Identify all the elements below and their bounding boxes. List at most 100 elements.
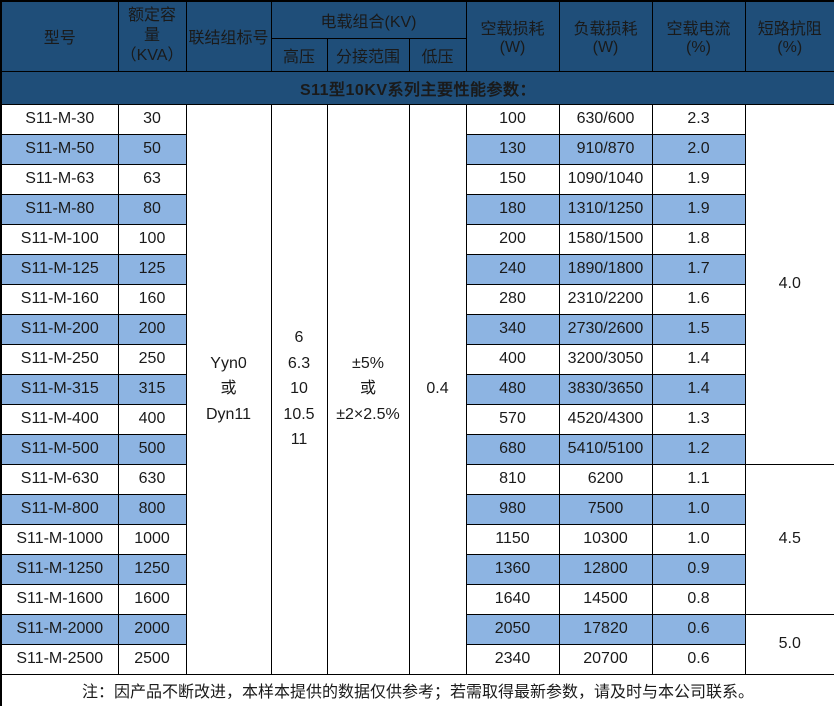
header-capacity-line2: （KVA） [120,47,184,65]
no-load-current-cell: 1.4 [651,373,746,405]
header-lv: 低压 [408,37,467,72]
capacity-cell: 200 [117,313,187,345]
table-row: S11-M-100 100 200 1580/1500 1.8 [0,223,834,255]
load-loss-cell: 4520/4300 [558,403,653,435]
no-load-loss-cell: 1360 [465,553,560,585]
no-load-loss-cell: 1640 [465,583,560,615]
model-cell: S11-M-160 [0,283,119,315]
impedance-cell: 4.0 [744,103,834,465]
no-load-loss-cell: 240 [465,253,560,285]
no-load-loss-cell: 180 [465,193,560,225]
table-header: 型号 额定容量 （KVA） 联结组标号 电载组合(KV) 空载损耗(W) 负载损… [0,0,834,72]
model-cell: S11-M-315 [0,373,119,405]
header-capacity: 额定容量 （KVA） [117,0,187,72]
model-cell: S11-M-800 [0,493,119,525]
tap-range-cell-line: ±2×2.5% [336,405,400,423]
table-row: S11-M-80 80 180 1310/1250 1.9 [0,193,834,225]
table-row: S11-M-2500 2500 2340 20700 0.6 [0,643,834,675]
no-load-current-cell: 2.3 [651,103,746,135]
load-loss-cell: 10300 [558,523,653,555]
table-row: S11-M-500 500 680 5410/5100 1.2 [0,433,834,465]
capacity-cell: 1000 [117,523,187,555]
load-loss-cell: 3200/3050 [558,343,653,375]
lv-cell: 0.4 [408,103,467,675]
capacity-cell: 315 [117,373,187,405]
tap-range-cell-line: 或 [359,380,376,398]
header-model: 型号 [0,0,119,72]
load-loss-cell: 12800 [558,553,653,585]
model-cell: S11-M-200 [0,313,119,345]
load-loss-cell: 2730/2600 [558,313,653,345]
header-row-top: 型号 额定容量 （KVA） 联结组标号 电载组合(KV) 空载损耗(W) 负载损… [0,0,834,72]
no-load-current-cell: 1.0 [651,493,746,525]
load-loss-cell: 1580/1500 [558,223,653,255]
table-row: S11-M-315 315 480 3830/3650 1.4 [0,373,834,405]
no-load-loss-cell: 2340 [465,643,560,675]
capacity-cell: 630 [117,463,187,495]
capacity-cell: 100 [117,223,187,255]
capacity-cell: 80 [117,193,187,225]
no-load-current-cell: 1.5 [651,313,746,345]
table-row: S11-M-200 200 340 2730/2600 1.5 [0,313,834,345]
model-cell: S11-M-2000 [0,613,119,645]
capacity-cell: 800 [117,493,187,525]
header-no-load-current: 空载电流(%) [651,0,746,72]
table-row: S11-M-2000 2000 2050 17820 0.6 5.0 [0,613,834,675]
connection-cell-line: 或 [220,380,237,398]
hv-cell-line: 6.3 [287,354,311,372]
capacity-cell: 30 [117,103,187,135]
impedance-cell: 5.0 [744,613,834,675]
capacity-cell: 50 [117,133,187,165]
footnote: 注：因产品不断改进，本样本提供的数据仅供参考；若需取得最新参数，请及时与本公司联… [0,673,834,706]
no-load-current-cell: 1.1 [651,463,746,495]
model-cell: S11-M-80 [0,193,119,225]
hv-cell-line: 10.5 [283,405,315,423]
no-load-current-cell: 1.0 [651,523,746,555]
model-cell: S11-M-1000 [0,523,119,555]
load-loss-cell: 1890/1800 [558,253,653,285]
no-load-loss-cell: 570 [465,403,560,435]
no-load-current-cell: 1.9 [651,193,746,225]
capacity-cell: 160 [117,283,187,315]
capacity-cell: 500 [117,433,187,465]
no-load-loss-cell: 1150 [465,523,560,555]
no-load-current-cell: 1.8 [651,223,746,255]
table-row: S11-M-400 400 570 4520/4300 1.3 [0,403,834,435]
model-cell: S11-M-2500 [0,643,119,675]
title-row: S11型10KV系列主要性能参数： [0,70,834,105]
capacity-cell: 1250 [117,553,187,585]
table-body: S11-M-30 30 Yyn0 或 Dyn11 6 6.3 10 10.5 11 ±5% 或 ±2×2… [0,103,834,675]
load-loss-cell: 910/870 [558,133,653,165]
load-loss-cell: 20700 [558,643,653,675]
no-load-current-cell: 1.7 [651,253,746,285]
table-row: S11-M-125 125 240 1890/1800 1.7 [0,253,834,285]
no-load-loss-cell: 680 [465,433,560,465]
header-tap-range: 分接范围 [326,37,410,72]
table-row: S11-M-630 630 810 6200 1.1 4.5 [0,463,834,615]
table-row: S11-M-50 50 130 910/870 2.0 [0,133,834,165]
load-loss-cell: 1090/1040 [558,163,653,195]
no-load-loss-cell: 980 [465,493,560,525]
no-load-loss-cell: 100 [465,103,560,135]
note-row: 注：因产品不断改进，本样本提供的数据仅供参考；若需取得最新参数，请及时与本公司联… [0,673,834,706]
no-load-loss-cell: 200 [465,223,560,255]
load-loss-cell: 2310/2200 [558,283,653,315]
table-row: S11-M-1600 1600 1640 14500 0.8 [0,583,834,615]
no-load-loss-cell: 480 [465,373,560,405]
model-cell: S11-M-63 [0,163,119,195]
header-connection: 联结组标号 [185,0,272,72]
load-loss-cell: 1310/1250 [558,193,653,225]
no-load-loss-cell: 280 [465,283,560,315]
no-load-current-cell: 0.6 [651,613,746,645]
header-no-load-loss: 空载损耗(W) [465,0,560,72]
model-cell: S11-M-30 [0,103,119,135]
capacity-cell: 63 [117,163,187,195]
model-cell: S11-M-400 [0,403,119,435]
load-loss-cell: 14500 [558,583,653,615]
table-row: S11-M-800 800 980 7500 1.0 [0,493,834,525]
model-cell: S11-M-100 [0,223,119,255]
impedance-cell: 4.5 [744,463,834,615]
load-loss-cell: 6200 [558,463,653,495]
